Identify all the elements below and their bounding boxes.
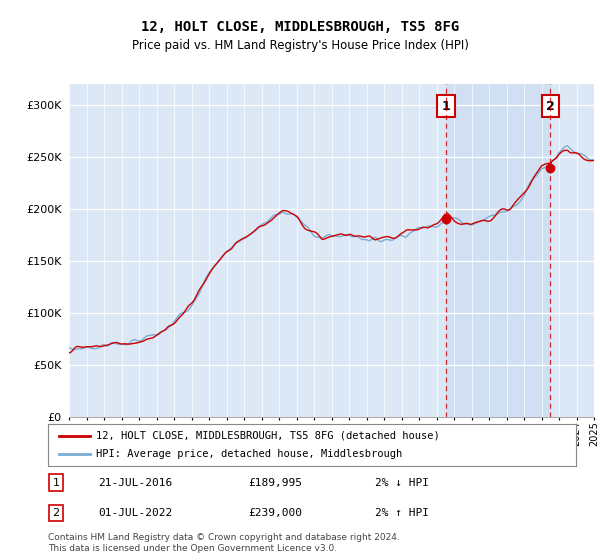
Text: £239,000: £239,000 <box>248 508 302 518</box>
Text: £189,995: £189,995 <box>248 478 302 488</box>
Text: 2: 2 <box>52 508 59 518</box>
Text: HPI: Average price, detached house, Middlesbrough: HPI: Average price, detached house, Midd… <box>95 449 402 459</box>
Text: 1: 1 <box>52 478 59 488</box>
Text: 1: 1 <box>442 100 451 113</box>
Text: 2% ↓ HPI: 2% ↓ HPI <box>376 478 430 488</box>
Text: Contains HM Land Registry data © Crown copyright and database right 2024.
This d: Contains HM Land Registry data © Crown c… <box>48 533 400 553</box>
Text: 12, HOLT CLOSE, MIDDLESBROUGH, TS5 8FG: 12, HOLT CLOSE, MIDDLESBROUGH, TS5 8FG <box>141 20 459 34</box>
Text: 2% ↑ HPI: 2% ↑ HPI <box>376 508 430 518</box>
Text: 01-JUL-2022: 01-JUL-2022 <box>98 508 172 518</box>
Text: 21-JUL-2016: 21-JUL-2016 <box>98 478 172 488</box>
Text: Price paid vs. HM Land Registry's House Price Index (HPI): Price paid vs. HM Land Registry's House … <box>131 39 469 52</box>
Text: 2: 2 <box>546 100 554 113</box>
Text: 12, HOLT CLOSE, MIDDLESBROUGH, TS5 8FG (detached house): 12, HOLT CLOSE, MIDDLESBROUGH, TS5 8FG (… <box>95 431 439 441</box>
